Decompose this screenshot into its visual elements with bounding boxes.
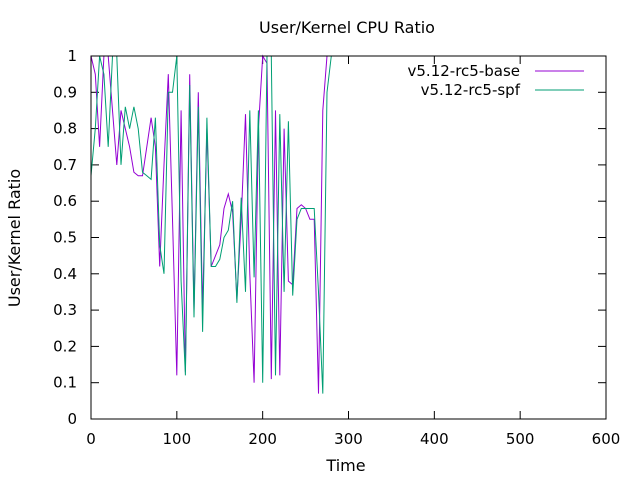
series-line-1	[90, 55, 332, 394]
x-tick-label: 400	[420, 430, 449, 448]
axis-ticks: 0 100 200 300 400 500 600 0 0.1 0.2 0.3 0.4 0.5 0.6 0.…	[53, 47, 620, 448]
y-tick-label: 0.1	[53, 374, 77, 392]
y-tick-label: 0.5	[53, 229, 77, 247]
y-tick-label: 0	[67, 410, 77, 428]
y-tick-label: 0.4	[53, 265, 77, 283]
plot-frame	[90, 55, 607, 420]
legend-label-0: v5.12-rc5-base	[408, 62, 521, 80]
y-tick-label: 0.7	[53, 156, 77, 174]
x-tick-label: 100	[163, 430, 192, 448]
x-axis-label: Time	[325, 456, 365, 475]
y-tick-label: 0.9	[53, 83, 77, 101]
y-tick-label: 0.3	[53, 301, 77, 319]
x-tick-label: 300	[334, 430, 363, 448]
y-tick-label: 0.2	[53, 337, 77, 355]
y-axis-label: User/Kernel Ratio	[5, 169, 24, 307]
x-tick-label: 500	[506, 430, 535, 448]
x-tick-label: 600	[592, 430, 621, 448]
legend-label-1: v5.12-rc5-spf	[421, 81, 521, 99]
chart-title: User/Kernel CPU Ratio	[259, 18, 435, 37]
plot-series	[90, 54, 332, 394]
y-tick-label: 0.8	[53, 120, 77, 138]
y-tick-label: 0.6	[53, 192, 77, 210]
y-tick-label: 1	[67, 47, 77, 65]
x-tick-label: 0	[86, 430, 96, 448]
x-tick-label: 200	[248, 430, 277, 448]
